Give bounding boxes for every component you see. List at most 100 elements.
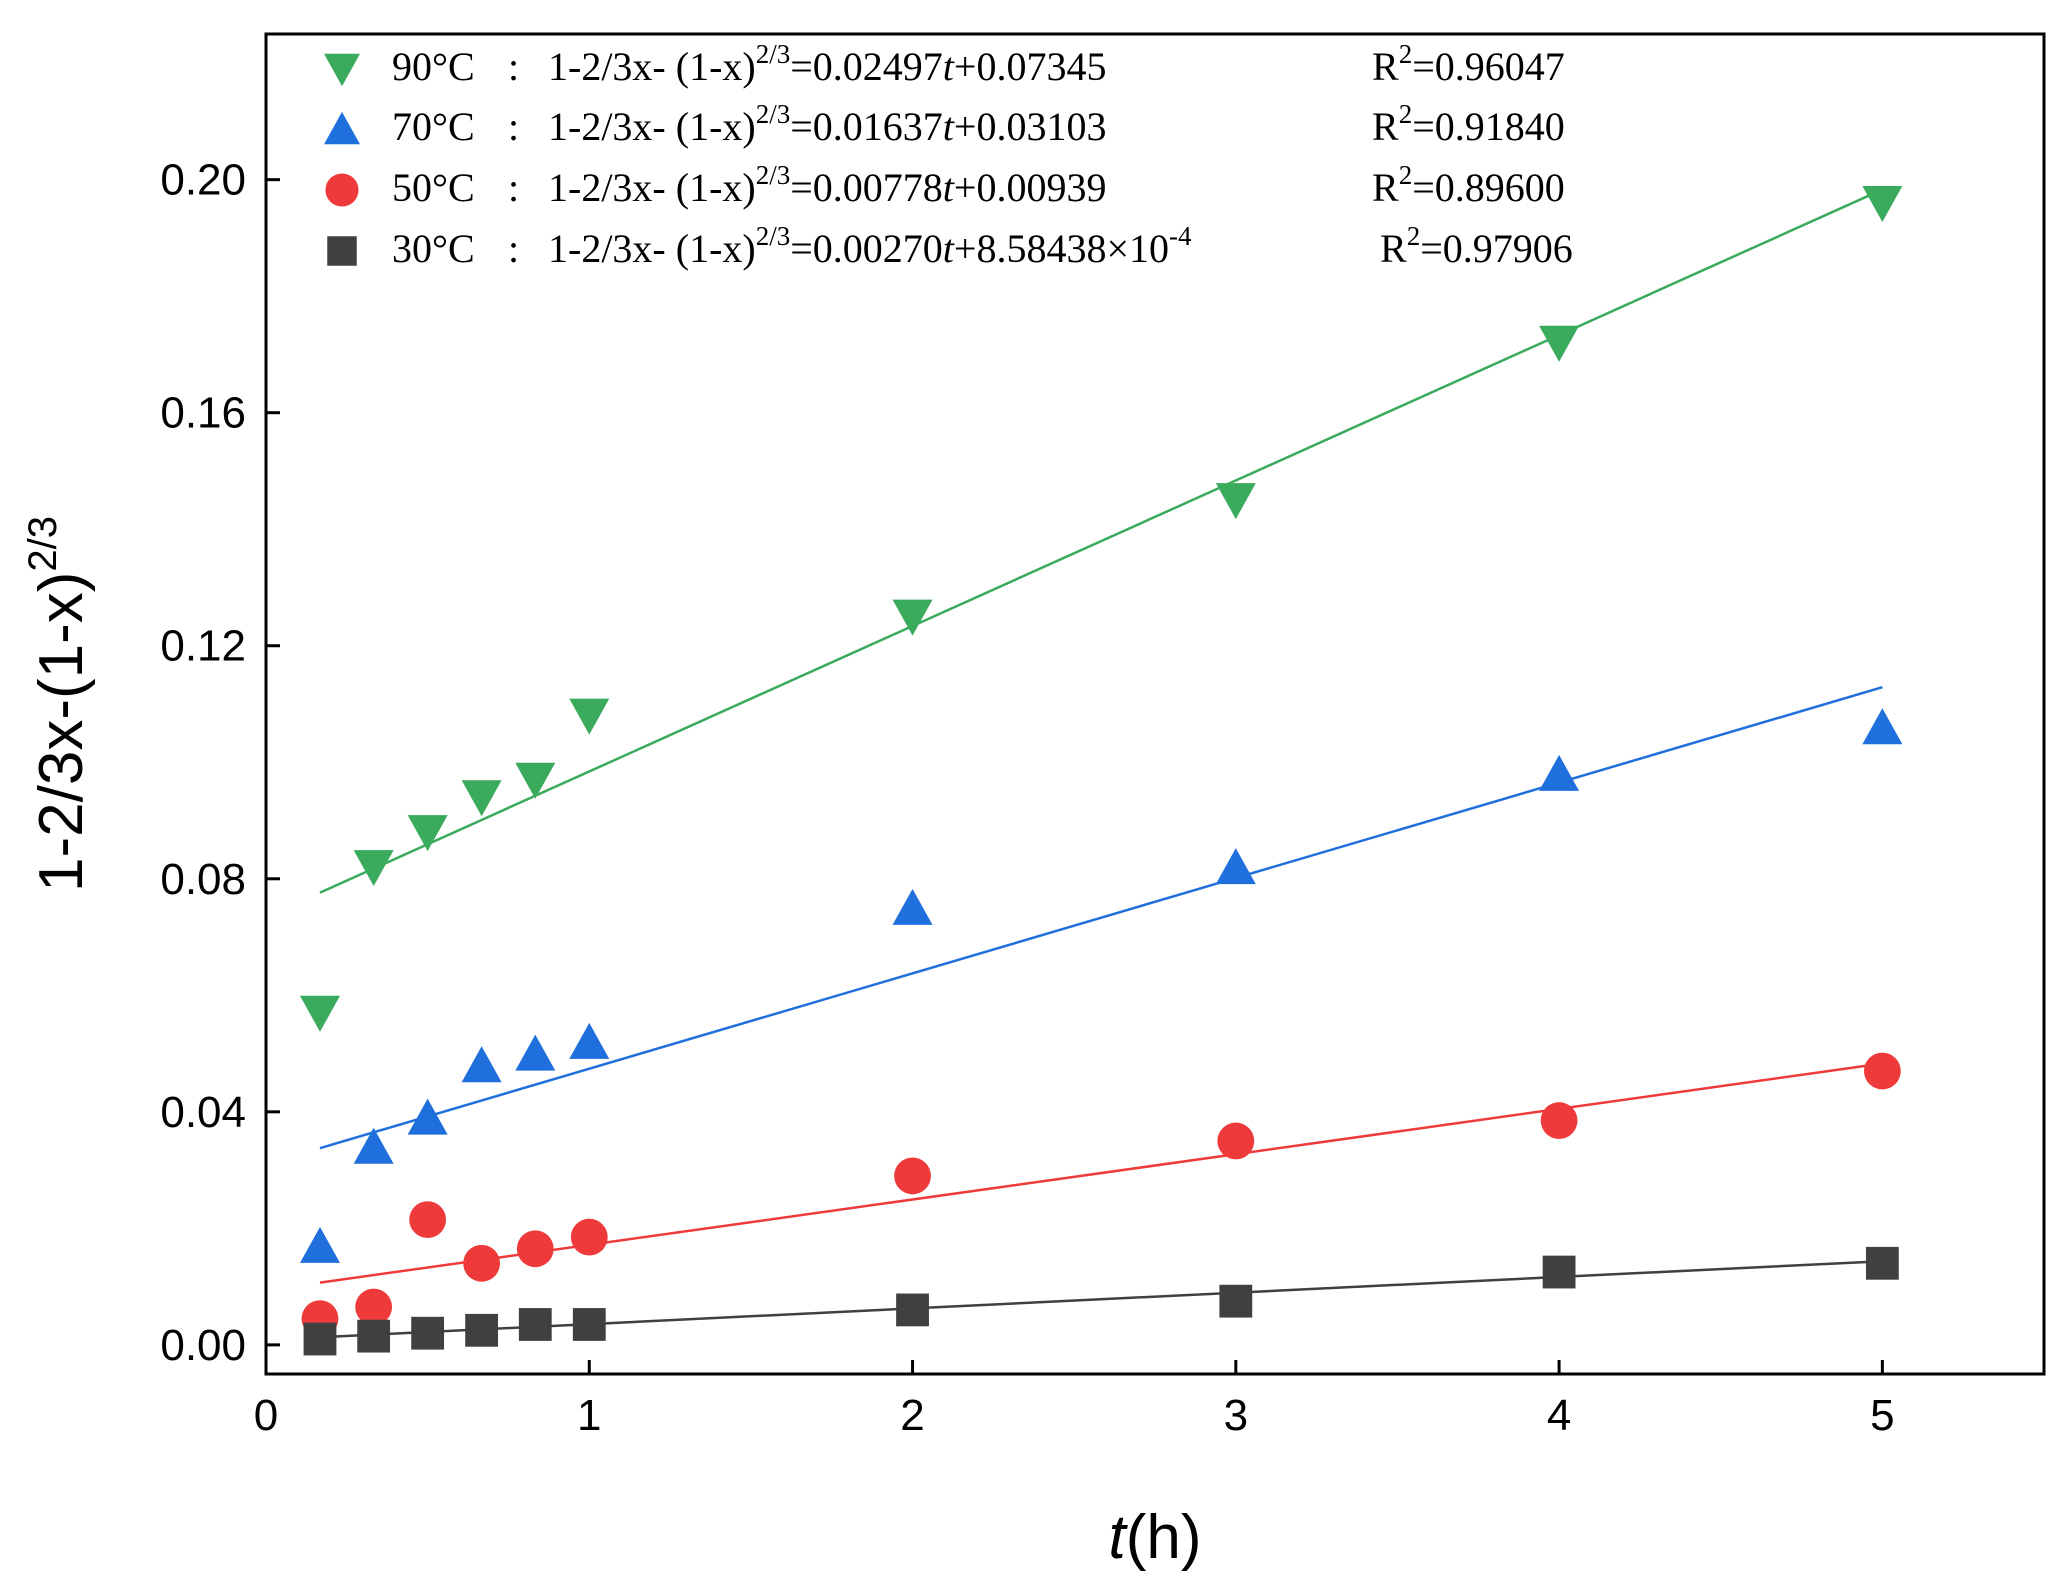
legend-entry: 70°C:1-2/3x- (1-x)2/3=0.01637t+0.03103 R2… — [392, 99, 1565, 149]
r-squared-label: R — [1372, 44, 1399, 89]
x-tick-label: 1 — [577, 1391, 601, 1440]
legend-entry: 50°C:1-2/3x- (1-x)2/3=0.00778t+0.00939 R2… — [392, 160, 1565, 210]
equation-intercept: +0.07345 — [954, 44, 1107, 89]
data-point — [1863, 1052, 1901, 1090]
data-point — [1217, 1122, 1255, 1160]
data-point — [892, 599, 933, 636]
legend-marker — [324, 111, 360, 145]
fit-line-2 — [319, 1062, 1883, 1284]
data-point — [353, 850, 394, 887]
r-squared-value: =0.89600 — [1412, 165, 1565, 210]
legend-marker — [327, 236, 357, 266]
y-tick-label: 0.20 — [160, 156, 246, 205]
data-point — [353, 1127, 394, 1164]
equation-prefix: 1-2/3x- (1-x) — [548, 44, 756, 89]
data-point — [409, 1201, 447, 1239]
x-tick-label: 3 — [1224, 1391, 1248, 1440]
data-point — [303, 1322, 337, 1356]
legend-equation: 1-2/3x- (1-x)2/3=0.01637t+0.03103 — [548, 99, 1106, 149]
equation-exponent: 2/3 — [756, 39, 791, 69]
r-squared-exponent: 2 — [1399, 39, 1413, 69]
legend-colon: : — [508, 226, 519, 271]
r-squared-value: =0.97906 — [1420, 226, 1573, 271]
r-squared-exponent: 2 — [1399, 160, 1413, 190]
legend-r-squared: R2=0.91840 — [1372, 99, 1565, 149]
y-tick-label: 0.00 — [160, 1321, 246, 1370]
data-point — [1215, 483, 1256, 520]
data-point — [1542, 1255, 1576, 1289]
legend-colon: : — [508, 165, 519, 210]
legend-series-name: 30°C — [392, 226, 475, 271]
data-point — [1865, 1246, 1899, 1280]
r-squared-value: =0.96047 — [1412, 44, 1565, 89]
y-tick-label: 0.04 — [160, 1088, 246, 1137]
y-axis-label: 1-2/3x-(1-x)2/3 — [21, 516, 96, 892]
data-point — [892, 888, 933, 925]
equation-exponent: 2/3 — [756, 160, 791, 190]
legend: 90°C:1-2/3x- (1-x)2/3=0.02497t+0.07345 R2… — [324, 39, 1573, 271]
r-squared-value: =0.91840 — [1412, 104, 1565, 149]
x-axis-label-unit: (h) — [1126, 1503, 1202, 1572]
equation-intercept-exponent: -4 — [1169, 221, 1192, 251]
equation-intercept: +0.00939 — [954, 165, 1107, 210]
data-point — [411, 1316, 445, 1350]
data-points — [299, 185, 1903, 1356]
equation-intercept: +0.03103 — [954, 104, 1107, 149]
data-point — [1862, 708, 1903, 745]
data-point — [572, 1308, 606, 1341]
data-point — [463, 1244, 501, 1282]
r-squared-label: R — [1380, 226, 1407, 271]
x-axis-label: t(h) — [1108, 1503, 1201, 1572]
y-axis-label-sup: 2/3 — [21, 516, 65, 572]
y-tick-label: 0.16 — [160, 389, 246, 438]
y-tick-label: 0.08 — [160, 855, 246, 904]
fit-line-1 — [319, 686, 1883, 1150]
equation-variable: t — [943, 44, 955, 89]
equation-exponent: 2/3 — [756, 99, 791, 129]
legend-marker — [324, 53, 360, 87]
data-point — [1540, 1102, 1578, 1139]
data-point — [515, 762, 556, 799]
legend-entry: 90°C:1-2/3x- (1-x)2/3=0.02497t+0.07345 R2… — [392, 39, 1565, 89]
r-squared-exponent: 2 — [1407, 221, 1421, 251]
y-tick-label: 0.12 — [160, 622, 246, 671]
data-point — [299, 995, 340, 1032]
r-squared-exponent: 2 — [1399, 99, 1413, 129]
data-point — [461, 1046, 502, 1083]
data-point — [357, 1319, 391, 1353]
r-squared-label: R — [1372, 165, 1399, 210]
data-point — [1215, 848, 1256, 885]
legend-r-squared: R2=0.96047 — [1372, 39, 1565, 89]
legend-entry: 30°C:1-2/3x- (1-x)2/3=0.00270t+8.58438×1… — [392, 221, 1573, 271]
legend-r-squared: R2=0.89600 — [1372, 160, 1565, 210]
r-squared-label: R — [1372, 104, 1399, 149]
legend-series-name: 90°C — [392, 44, 475, 89]
data-point — [1219, 1284, 1253, 1318]
legend-colon: : — [508, 44, 519, 89]
data-point — [1862, 185, 1903, 222]
legend-series-name: 70°C — [392, 104, 475, 149]
data-point — [1539, 325, 1580, 362]
data-point — [465, 1313, 499, 1347]
legend-equation: 1-2/3x- (1-x)2/3=0.00778t+0.00939 — [548, 160, 1106, 210]
equation-prefix: 1-2/3x- (1-x) — [548, 165, 756, 210]
fit-line-0 — [319, 188, 1883, 894]
data-point — [355, 1288, 393, 1326]
data-point — [569, 698, 610, 735]
equation-slope: =0.00778 — [790, 165, 943, 210]
data-point — [896, 1293, 929, 1327]
legend-series-name: 50°C — [392, 165, 475, 210]
legend-colon: : — [508, 104, 519, 149]
plot-frame — [264, 32, 2046, 1376]
data-point — [570, 1218, 608, 1256]
equation-intercept: +8.58438×10 — [954, 226, 1169, 271]
legend-r-squared: R2=0.97906 — [1380, 221, 1573, 271]
fit-line-3 — [319, 1259, 1883, 1339]
data-point — [569, 1022, 610, 1059]
x-tick-label: 0 — [254, 1391, 278, 1440]
axis-ticks: 0 1 2 3 4 5 0.00 0.04 0.08 0.12 0.16 0.20 — [160, 156, 1894, 1440]
legend-equation: 1-2/3x- (1-x)2/3=0.00270t+8.58438×10-4 — [548, 221, 1192, 271]
data-point — [515, 1034, 556, 1071]
data-point — [894, 1157, 931, 1195]
